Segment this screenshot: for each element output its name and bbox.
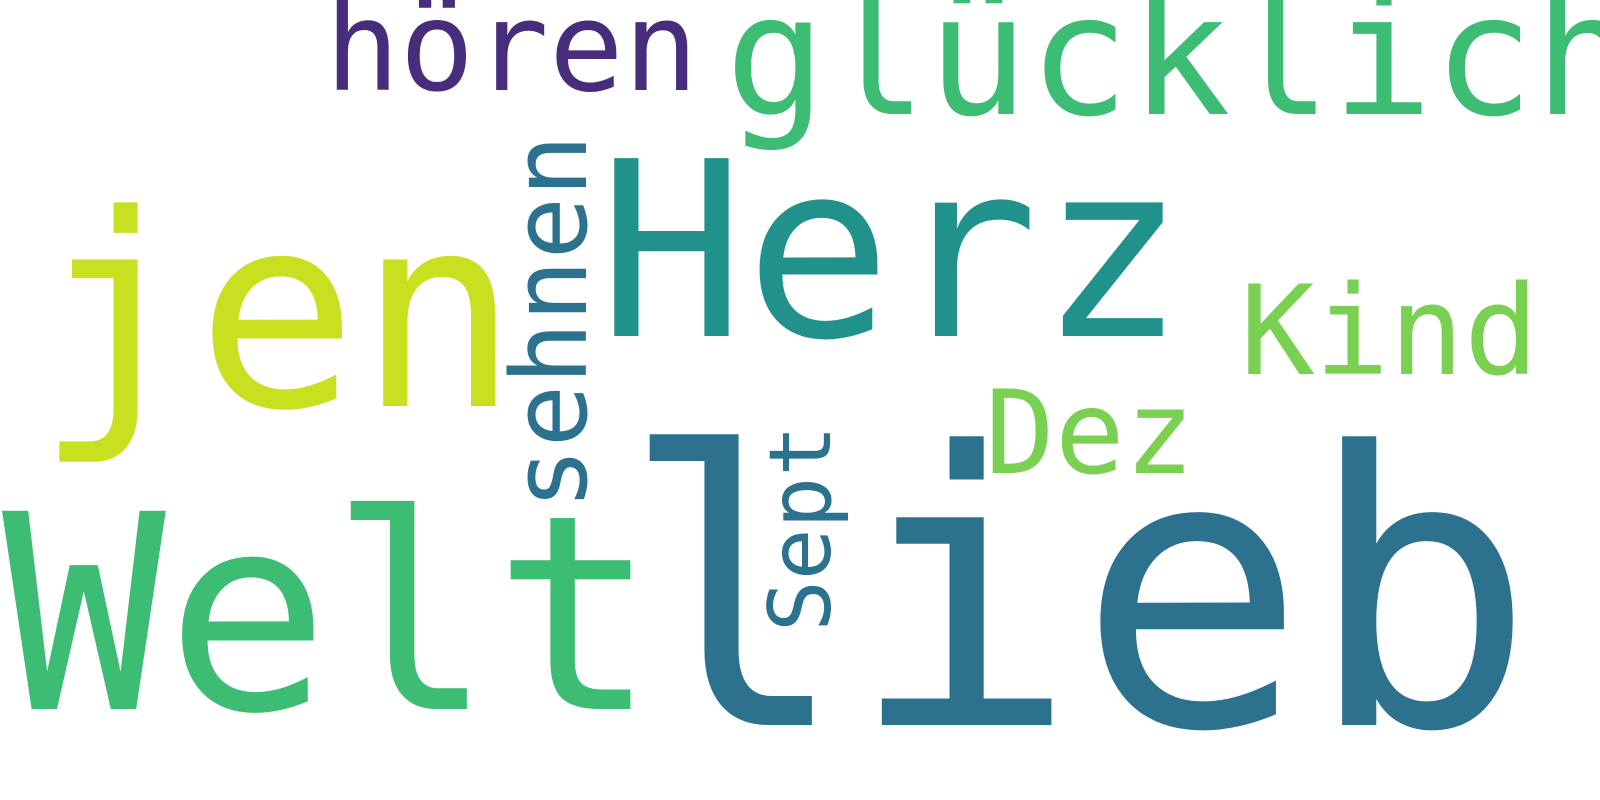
word-gluecklich: glücklich (725, 0, 1600, 154)
word-kind: Kind (1240, 260, 1539, 404)
word-jen: jen (35, 158, 520, 470)
word-dez: Dez (985, 366, 1195, 501)
word-lieb: lieb (620, 372, 1536, 800)
word-sept: Sept (751, 424, 851, 632)
word-welt: Welt (2, 458, 658, 774)
word-sehnen: sehnen (489, 134, 611, 510)
word-herz: Herz (598, 110, 1186, 394)
word-hoeren: hören (325, 0, 699, 120)
